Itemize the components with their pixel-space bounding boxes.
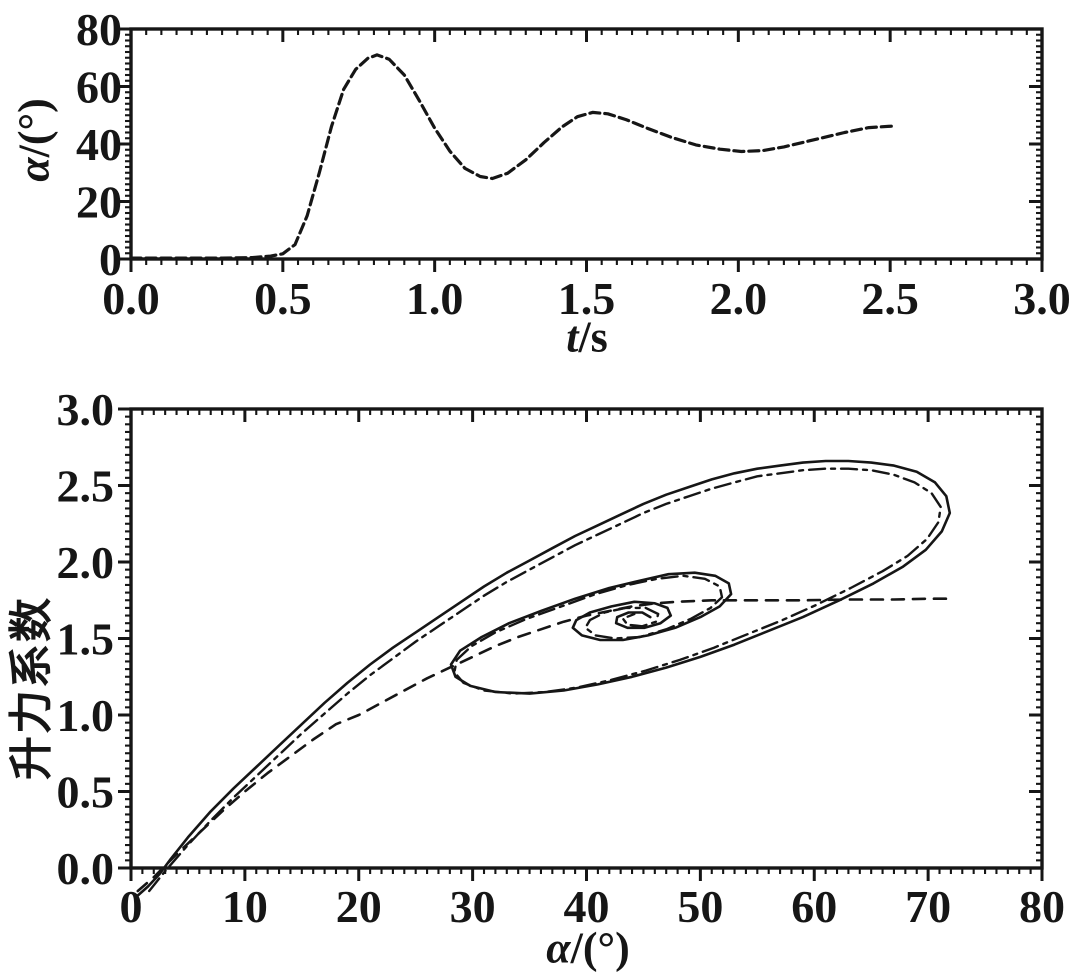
x-tick-label: 30 [450, 881, 496, 932]
y-tick-label: 0 [99, 234, 122, 285]
chart-lift-vs-alpha: 0 10 20 30 40 50 60 70 80 0.0 0.5 1.0 1.5 2.0 2.5 3.0 [57, 384, 1066, 932]
y-tick-label: 1.5 [57, 614, 115, 665]
x-tick-label: 60 [791, 881, 837, 932]
chart-alpha-vs-time: 0.0 0.5 1.0 1.5 2.0 2.5 3.0 0 20 40 60 80 [76, 4, 1071, 324]
alpha-unit: /(°) [9, 98, 59, 158]
x-tick-label: 50 [677, 881, 723, 932]
y-tick-label: 3.0 [57, 384, 115, 435]
bottom-chart-x-axis-title: α/(°) [546, 923, 629, 974]
time-symbol: t [566, 312, 579, 362]
x-tick-label: 1.5 [558, 273, 616, 324]
static-lift-curve-dashed [136, 597, 953, 893]
y-tick-label: 2.0 [57, 537, 115, 588]
top-chart-y-axis-title: α/(°) [9, 98, 60, 181]
y-tick-label: 0.5 [57, 767, 115, 818]
y-tick-label: 2.5 [57, 461, 115, 512]
x-tick-label: 70 [905, 881, 951, 932]
y-tick-label: 40 [76, 119, 122, 170]
y-tick-label: 0.0 [57, 843, 115, 894]
y-tick-label: 1.0 [57, 690, 115, 741]
x-tick-label: 2.0 [710, 273, 768, 324]
dynamic-lift-loop-solid [136, 459, 952, 897]
x-tick-label: 10 [222, 881, 268, 932]
plot-frame [129, 27, 1044, 261]
x-tick-label: 20 [336, 881, 382, 932]
angle-of-attack-response [129, 53, 898, 260]
y-tick-label: 80 [76, 4, 122, 55]
x-tick-label: 0.0 [102, 273, 160, 324]
y-tick-label: 60 [76, 62, 122, 113]
x-tick-label: 80 [1019, 881, 1065, 932]
x-tick-label: 40 [564, 881, 610, 932]
x-tick-label: 1.0 [406, 273, 464, 324]
x-tick-label: 2.5 [861, 273, 919, 324]
y-tick-label: 20 [76, 177, 122, 228]
time-unit: /s [578, 312, 608, 362]
x-tick-label: 0.5 [254, 273, 312, 324]
alpha-symbol: α [546, 923, 571, 973]
dynamic-lift-loop-dashdot [148, 467, 942, 893]
x-tick-label: 0 [120, 881, 143, 932]
top-chart-x-axis-title: t/s [566, 312, 608, 363]
alpha-unit: /(°) [570, 923, 630, 973]
bottom-chart-y-axis-title: 升力系数 [7, 596, 56, 780]
alpha-symbol: α [9, 157, 59, 182]
x-tick-label: 3.0 [1013, 273, 1071, 324]
